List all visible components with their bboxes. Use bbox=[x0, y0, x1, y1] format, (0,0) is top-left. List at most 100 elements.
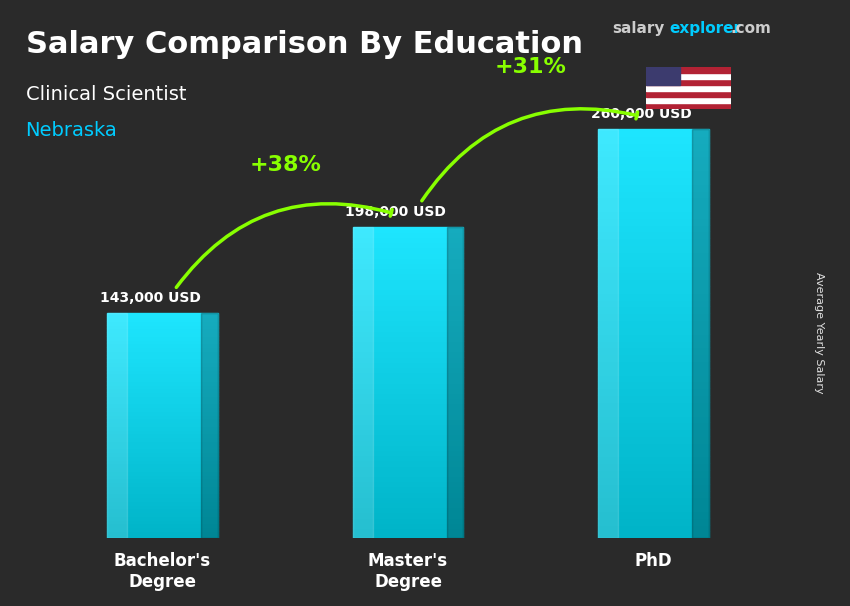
Bar bbox=[107, 497, 218, 501]
Bar bbox=[598, 450, 709, 456]
Bar bbox=[598, 286, 709, 293]
Bar bbox=[107, 527, 218, 531]
Bar bbox=[107, 459, 218, 464]
Bar bbox=[598, 225, 709, 231]
Text: explorer: explorer bbox=[670, 21, 742, 36]
Bar bbox=[353, 518, 463, 523]
Bar bbox=[598, 416, 709, 422]
Bar bbox=[107, 328, 218, 332]
Bar bbox=[353, 289, 463, 295]
Bar bbox=[107, 343, 218, 347]
Bar bbox=[107, 464, 218, 467]
Bar bbox=[353, 398, 463, 403]
Bar bbox=[598, 354, 709, 361]
Bar bbox=[646, 67, 731, 73]
Bar bbox=[353, 497, 463, 502]
Bar bbox=[646, 73, 731, 79]
Text: Salary Comparison By Education: Salary Comparison By Education bbox=[26, 30, 582, 59]
Text: 198,000 USD: 198,000 USD bbox=[345, 205, 446, 219]
Bar bbox=[598, 347, 709, 354]
Bar bbox=[107, 448, 218, 452]
Bar bbox=[353, 445, 463, 450]
Bar bbox=[353, 299, 463, 305]
Bar bbox=[107, 351, 218, 355]
Bar bbox=[646, 85, 731, 91]
Bar bbox=[598, 518, 709, 525]
Bar bbox=[353, 237, 463, 242]
Bar bbox=[353, 429, 463, 435]
Bar bbox=[353, 491, 463, 497]
Bar bbox=[598, 375, 709, 381]
Bar bbox=[646, 67, 680, 85]
Bar bbox=[598, 361, 709, 368]
Bar bbox=[646, 103, 731, 109]
Bar bbox=[107, 321, 218, 324]
Bar bbox=[353, 465, 463, 471]
Bar bbox=[598, 279, 709, 286]
Bar bbox=[598, 170, 709, 177]
Bar bbox=[598, 238, 709, 245]
Bar bbox=[353, 351, 463, 356]
Bar bbox=[107, 456, 218, 459]
Bar bbox=[353, 372, 463, 378]
Bar bbox=[107, 399, 218, 403]
Bar bbox=[598, 408, 709, 416]
Bar bbox=[353, 279, 463, 284]
Bar bbox=[107, 441, 218, 445]
Bar bbox=[107, 474, 218, 478]
Bar bbox=[598, 218, 709, 225]
Bar bbox=[598, 204, 709, 211]
Bar bbox=[107, 486, 218, 490]
Bar bbox=[598, 129, 709, 136]
Bar bbox=[598, 504, 709, 511]
Bar bbox=[598, 231, 709, 238]
Bar bbox=[353, 450, 463, 455]
Bar bbox=[353, 476, 463, 481]
Text: +31%: +31% bbox=[495, 58, 567, 78]
Text: 143,000 USD: 143,000 USD bbox=[99, 291, 201, 305]
Bar bbox=[107, 445, 218, 448]
Bar bbox=[447, 227, 463, 538]
Bar bbox=[598, 211, 709, 218]
Bar bbox=[107, 366, 218, 370]
Text: +38%: +38% bbox=[249, 155, 321, 175]
Bar bbox=[353, 242, 463, 247]
Bar bbox=[598, 265, 709, 272]
Bar bbox=[353, 424, 463, 429]
Bar bbox=[598, 190, 709, 198]
Bar bbox=[107, 339, 218, 343]
Bar bbox=[107, 467, 218, 471]
Bar bbox=[692, 129, 709, 538]
Bar bbox=[598, 470, 709, 477]
Bar bbox=[598, 198, 709, 204]
Bar bbox=[107, 418, 218, 422]
Bar bbox=[598, 381, 709, 388]
Bar bbox=[353, 341, 463, 346]
Bar bbox=[353, 356, 463, 362]
Bar bbox=[107, 377, 218, 381]
Bar bbox=[353, 533, 463, 538]
Bar bbox=[598, 184, 709, 190]
Bar bbox=[598, 395, 709, 402]
Bar bbox=[107, 524, 218, 527]
Bar bbox=[598, 299, 709, 307]
Bar bbox=[353, 320, 463, 325]
Bar bbox=[598, 136, 709, 143]
Bar bbox=[107, 478, 218, 482]
Bar bbox=[353, 273, 463, 279]
Bar bbox=[353, 330, 463, 336]
Bar bbox=[353, 481, 463, 487]
Bar bbox=[598, 456, 709, 464]
Text: 260,000 USD: 260,000 USD bbox=[591, 107, 692, 121]
Bar bbox=[107, 519, 218, 524]
Bar bbox=[353, 336, 463, 341]
Bar bbox=[353, 362, 463, 367]
Bar bbox=[598, 525, 709, 531]
Bar bbox=[353, 435, 463, 439]
Bar bbox=[598, 163, 709, 170]
Text: Nebraska: Nebraska bbox=[26, 121, 117, 140]
Bar bbox=[353, 455, 463, 461]
Bar bbox=[107, 355, 218, 358]
Bar bbox=[598, 531, 709, 538]
Bar bbox=[353, 419, 463, 424]
